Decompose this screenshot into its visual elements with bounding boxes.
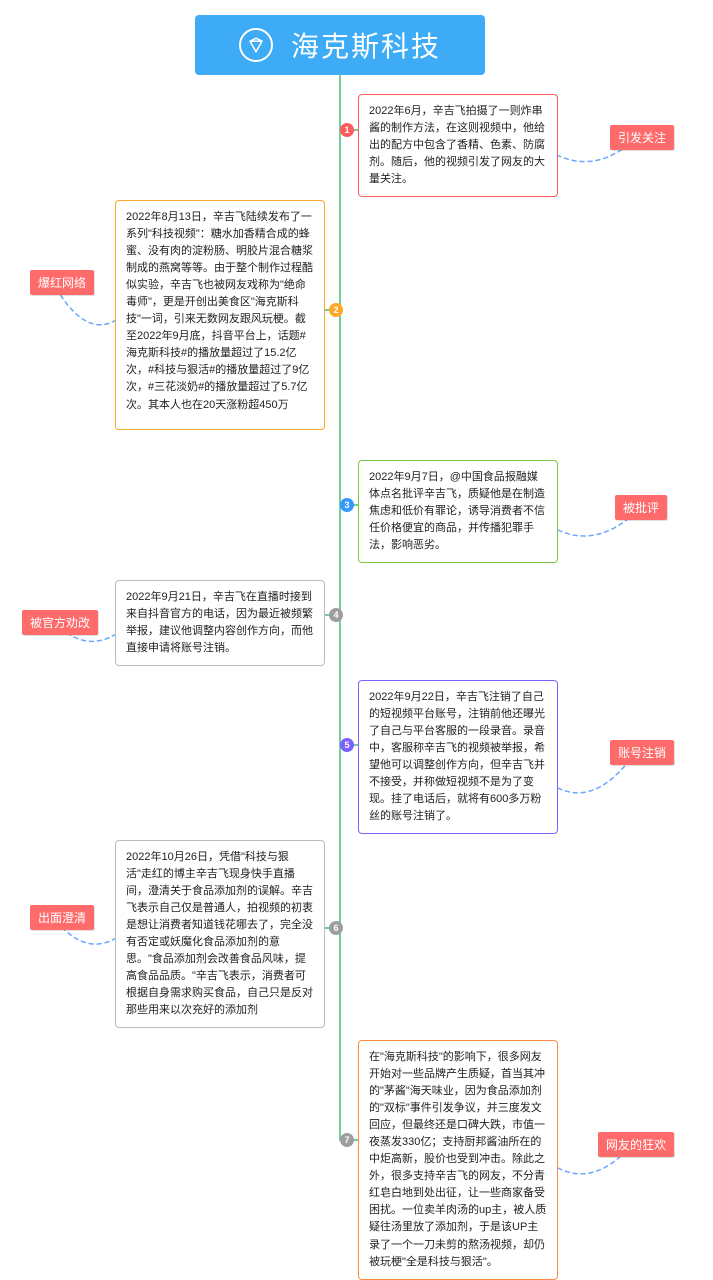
timeline-node-7: 在"海克斯科技"的影响下，很多网友开始对一些品牌产生质疑，首当其冲的"茅酱"海天… <box>358 1040 558 1280</box>
node-text: 2022年8月13日，辛吉飞陆续发布了一系列"科技视频"：糖水加香精合成的蜂蜜、… <box>126 211 313 411</box>
annotation-label-7: 网友的狂欢 <box>598 1132 674 1157</box>
node-badge-2: 2 <box>329 303 343 317</box>
timeline-node-6: 2022年10月26日，凭借"科技与狠活"走红的博主辛吉飞现身快手直播间，澄清关… <box>115 840 325 1028</box>
node-badge-7: 7 <box>340 1133 354 1147</box>
node-text: 2022年9月22日，辛吉飞注销了自己的短视频平台账号，注销前他还曝光了自己与平… <box>369 691 545 822</box>
annotation-label-1: 引发关注 <box>610 125 674 150</box>
timeline-node-1: 2022年6月，辛吉飞拍摄了一则炸串酱的制作方法，在这则视频中，他给出的配方中包… <box>358 94 558 197</box>
title-text: 海克斯科技 <box>291 25 441 65</box>
node-text: 2022年9月7日，@中国食品报融媒体点名批评辛吉飞，质疑他是在制造焦虑和低价有… <box>369 471 545 551</box>
node-badge-4: 4 <box>329 608 343 622</box>
annotation-label-5: 账号注销 <box>610 740 674 765</box>
diamond-icon <box>239 28 273 62</box>
node-badge-3: 3 <box>340 498 354 512</box>
annotation-label-2: 爆红网络 <box>30 270 94 295</box>
timeline-node-2: 2022年8月13日，辛吉飞陆续发布了一系列"科技视频"：糖水加香精合成的蜂蜜、… <box>115 200 325 430</box>
annotation-label-6: 出面澄清 <box>30 905 94 930</box>
node-badge-5: 5 <box>340 738 354 752</box>
timeline-node-3: 2022年9月7日，@中国食品报融媒体点名批评辛吉飞，质疑他是在制造焦虑和低价有… <box>358 460 558 563</box>
node-text: 2022年10月26日，凭借"科技与狠活"走红的博主辛吉飞现身快手直播间，澄清关… <box>126 851 313 1016</box>
title-box: 海克斯科技 <box>195 15 485 75</box>
annotation-label-3: 被批评 <box>615 495 667 520</box>
node-text: 2022年9月21日，辛吉飞在直播时接到来自抖音官方的电话，因为最近被频繁举报，… <box>126 591 313 654</box>
timeline-node-5: 2022年9月22日，辛吉飞注销了自己的短视频平台账号，注销前他还曝光了自己与平… <box>358 680 558 834</box>
node-badge-6: 6 <box>329 921 343 935</box>
timeline-node-4: 2022年9月21日，辛吉飞在直播时接到来自抖音官方的电话，因为最近被频繁举报，… <box>115 580 325 666</box>
node-badge-1: 1 <box>340 123 354 137</box>
annotation-label-4: 被官方劝改 <box>22 610 98 635</box>
node-text: 在"海克斯科技"的影响下，很多网友开始对一些品牌产生质疑，首当其冲的"茅酱"海天… <box>369 1051 546 1268</box>
stem-lines <box>0 0 713 1260</box>
node-text: 2022年6月，辛吉飞拍摄了一则炸串酱的制作方法，在这则视频中，他给出的配方中包… <box>369 105 545 185</box>
